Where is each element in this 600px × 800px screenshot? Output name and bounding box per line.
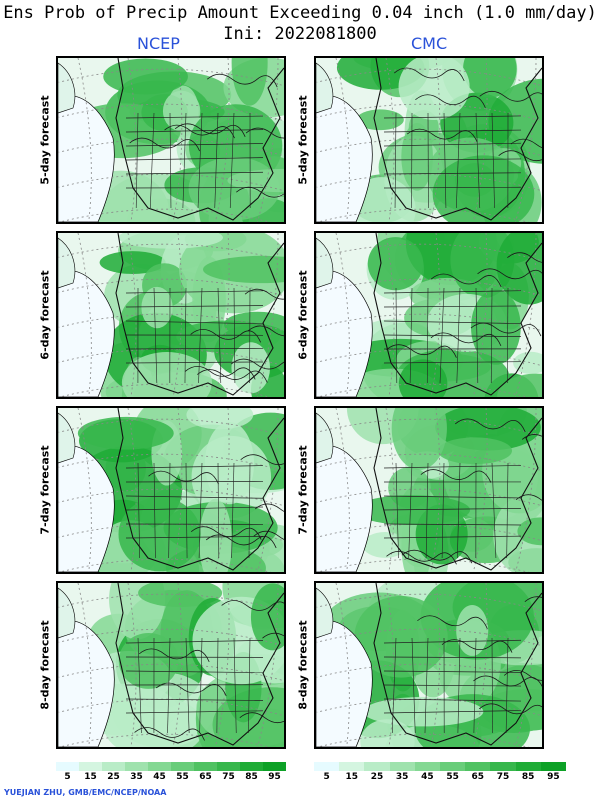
map-panel-ncep-5day	[56, 56, 286, 224]
colorbar-swatch	[389, 762, 415, 771]
map-panel-ncep-8day	[56, 581, 286, 749]
precip-probability-map	[58, 233, 284, 397]
colorbar-swatch	[148, 762, 171, 771]
precip-probability-map	[58, 408, 284, 572]
row-label-6day-left: 6-day forecast	[38, 270, 52, 360]
colorbar-swatch	[364, 762, 390, 771]
precip-probability-map	[58, 58, 284, 222]
chart-title: Ens Prob of Precip Amount Exceeding 0.04…	[3, 3, 597, 23]
row-label-6day-right: 6-day forecast	[296, 270, 310, 360]
colorbar-tick-label: 55	[446, 772, 459, 782]
map-panel-cmc-6day	[314, 231, 544, 399]
colorbar-tick-label: 5	[64, 772, 71, 782]
colorbar-tick-label: 25	[107, 772, 120, 782]
colorbar-tick-label: 35	[130, 772, 143, 782]
colorbar-swatch	[339, 762, 365, 771]
model-label-cmc: CMC	[411, 34, 448, 53]
precip-probability-map	[316, 233, 542, 397]
colorbar-tick-label: 75	[496, 772, 510, 782]
row-label-8day-right: 8-day forecast	[296, 620, 310, 710]
map-panel-cmc-7day	[314, 406, 544, 574]
colorbar-swatch	[540, 762, 567, 771]
row-label-8day-left: 8-day forecast	[38, 620, 52, 710]
colorbar-tick-label: 75	[222, 772, 235, 782]
colorbar-swatch	[465, 762, 491, 771]
colorbar-tick-label: 15	[84, 772, 97, 782]
colorbar-tick-label: 35	[395, 772, 409, 782]
colorbar-swatch	[414, 762, 441, 771]
credit-line: YUEJIAN ZHU, GMB/EMC/NCEP/NOAA	[4, 788, 167, 797]
model-label-ncep: NCEP	[137, 34, 180, 53]
colorbar-tick-label: 15	[345, 772, 359, 782]
map-panel-cmc-8day	[314, 581, 544, 749]
colorbar-tick-label: 65	[199, 772, 212, 782]
colorbar-swatch	[171, 762, 194, 771]
colorbar-tick-label: 85	[245, 772, 258, 782]
precip-probability-map	[58, 583, 284, 747]
init-time: Ini: 2022081800	[223, 24, 377, 44]
colorbar-right	[314, 762, 567, 771]
row-label-5day-right: 5-day forecast	[296, 95, 310, 185]
colorbar-tick-label: 95	[268, 772, 281, 782]
colorbar-tick-label: 5	[323, 772, 330, 782]
colorbar-swatch	[490, 762, 516, 771]
colorbar-swatch	[440, 762, 466, 771]
colorbar-tick-label: 45	[421, 772, 434, 782]
colorbar-tick-label: 65	[471, 772, 485, 782]
colorbar-swatch	[125, 762, 148, 771]
colorbar-tick-label: 25	[370, 772, 384, 782]
colorbar-tick-label: 45	[153, 772, 166, 782]
colorbar-swatch	[314, 762, 340, 771]
precip-probability-map	[316, 408, 542, 572]
colorbar-left	[56, 762, 286, 771]
colorbar-swatch	[56, 762, 79, 771]
map-panel-ncep-6day	[56, 231, 286, 399]
colorbar-swatch	[515, 762, 541, 771]
colorbar-swatch	[79, 762, 102, 771]
colorbar-swatch	[194, 762, 217, 771]
colorbar-swatch	[102, 762, 125, 771]
colorbar-swatch	[240, 762, 263, 771]
map-panel-cmc-5day	[314, 56, 544, 224]
map-panel-ncep-7day	[56, 406, 286, 574]
colorbar-tick-label: 85	[521, 772, 535, 782]
row-label-7day-left: 7-day forecast	[38, 445, 52, 535]
colorbar-tick-label: 55	[176, 772, 189, 782]
colorbar-tick-label: 95	[547, 772, 560, 782]
row-label-5day-left: 5-day forecast	[38, 95, 52, 185]
precip-probability-map	[316, 58, 542, 222]
colorbar-swatch	[263, 762, 286, 771]
precip-probability-map	[316, 583, 542, 747]
colorbar-swatch	[217, 762, 240, 771]
row-label-7day-right: 7-day forecast	[296, 445, 310, 535]
